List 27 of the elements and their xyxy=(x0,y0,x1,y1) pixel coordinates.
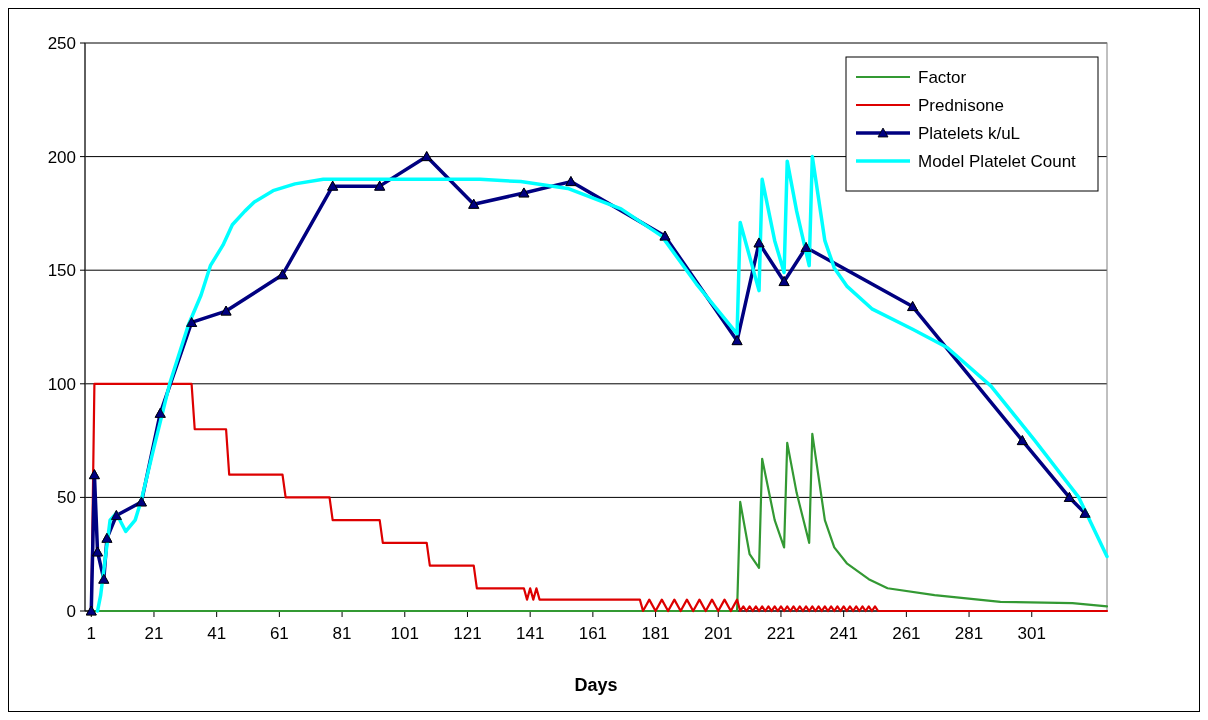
y-tick-label: 100 xyxy=(47,374,76,394)
legend-label: Factor xyxy=(918,67,967,87)
y-tick-label: 50 xyxy=(57,488,76,508)
y-tick-label: 150 xyxy=(47,261,76,281)
x-tick-label: 121 xyxy=(453,624,482,643)
x-tick-label: 281 xyxy=(954,624,984,643)
x-tick-label: 101 xyxy=(390,624,419,643)
legend-label: Prednisone xyxy=(918,95,1005,115)
x-tick-label: 161 xyxy=(578,624,608,643)
x-tick-label: 181 xyxy=(641,624,670,643)
x-tick-label: 301 xyxy=(1017,624,1046,643)
x-tick-label: 61 xyxy=(269,624,289,643)
x-tick-label: 261 xyxy=(892,624,921,643)
y-tick-label: 200 xyxy=(47,147,76,167)
y-tick-label: 250 xyxy=(47,33,76,53)
x-tick-label: 221 xyxy=(766,624,796,643)
x-tick-label: 241 xyxy=(829,624,858,643)
x-tick-label: 81 xyxy=(332,624,352,643)
legend-label: Platelets k/uL xyxy=(918,123,1021,143)
x-tick-label: 41 xyxy=(207,624,227,643)
x-tick-label: 201 xyxy=(704,624,733,643)
x-tick-label: 21 xyxy=(144,624,164,643)
x-tick-label: 141 xyxy=(515,624,545,643)
y-tick-label: 0 xyxy=(66,601,76,621)
x-axis-title: Days xyxy=(574,675,618,695)
legend-label: Model Platelet Count xyxy=(918,151,1077,171)
x-tick-label: 1 xyxy=(86,624,96,643)
